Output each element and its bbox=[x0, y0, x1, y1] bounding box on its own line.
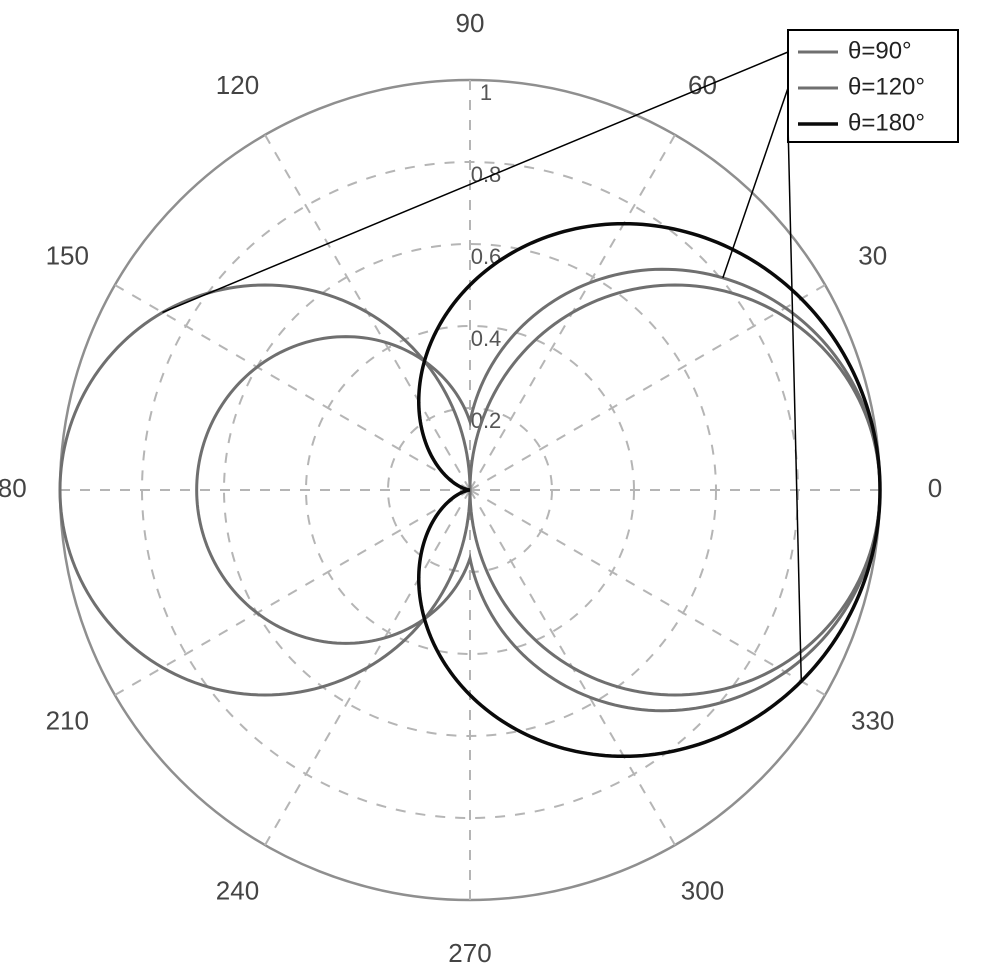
radial-label: 0.8 bbox=[471, 162, 502, 187]
polar-chart-container: 03060901201501802102402703003300.20.40.6… bbox=[0, 0, 1000, 975]
angle-label: 330 bbox=[851, 705, 894, 735]
legend-label: θ=90° bbox=[848, 37, 912, 64]
leader-line bbox=[788, 124, 801, 681]
radial-label: 0.6 bbox=[471, 244, 502, 269]
angle-label: 120 bbox=[216, 70, 259, 100]
polar-chart-svg: 03060901201501802102402703003300.20.40.6… bbox=[0, 0, 1000, 975]
angle-label: 0 bbox=[928, 473, 942, 503]
legend-label: θ=120° bbox=[848, 73, 925, 100]
angle-label: 240 bbox=[216, 876, 259, 906]
angle-label: 180 bbox=[0, 473, 27, 503]
angle-label: 30 bbox=[858, 240, 887, 270]
radial-label: 1 bbox=[480, 80, 492, 105]
radial-label: 0.4 bbox=[471, 326, 502, 351]
angle-label: 300 bbox=[681, 876, 724, 906]
angle-label: 270 bbox=[448, 938, 491, 968]
angle-label: 60 bbox=[688, 70, 717, 100]
angle-label: 90 bbox=[456, 8, 485, 38]
leader-line bbox=[723, 88, 788, 278]
legend-label: θ=180° bbox=[848, 109, 925, 136]
angle-label: 210 bbox=[46, 705, 89, 735]
angle-label: 150 bbox=[46, 240, 89, 270]
legend: θ=90° θ=120° θ=180° bbox=[788, 30, 958, 142]
